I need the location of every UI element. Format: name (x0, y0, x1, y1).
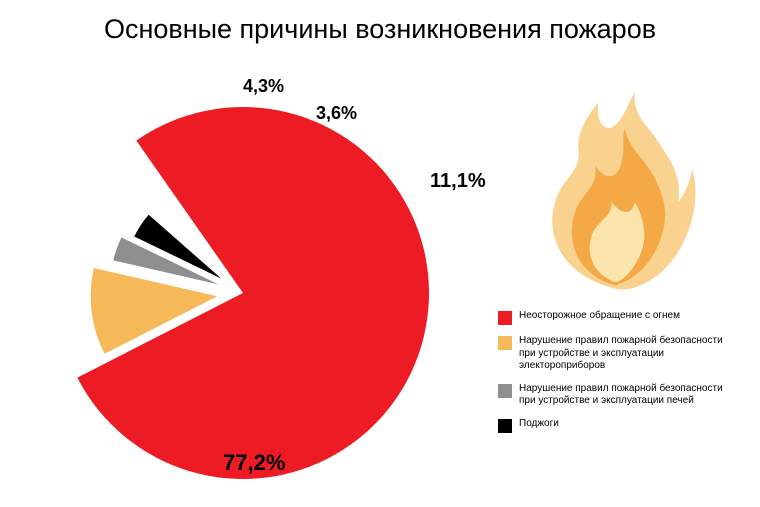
legend-label: Нарушение правил пожарной безопасности п… (519, 383, 724, 408)
legend-item-2: Нарушение правил пожарной безопасности п… (498, 383, 724, 408)
legend: Неосторожное обращение с огнем Нарушение … (498, 310, 724, 443)
legend-swatch (498, 311, 512, 325)
legend-item-3: Поджоги (498, 418, 724, 433)
legend-label: Неосторожное обращение с огнем (519, 310, 680, 323)
legend-swatch (498, 419, 512, 433)
legend-item-1: Нарушение правил пожарной безопасности п… (498, 335, 724, 373)
slice-label-stoves: 3,6% (316, 103, 357, 124)
slice-label-electrical: 11,1% (430, 170, 486, 193)
legend-swatch (498, 384, 512, 398)
legend-label: Поджоги (519, 418, 559, 431)
slice-label-careless: 77,2% (223, 450, 285, 476)
legend-label: Нарушение правил пожарной безопасности п… (519, 335, 724, 373)
flame-icon (530, 92, 700, 292)
slice-label-arson: 4,3% (243, 76, 284, 97)
legend-swatch (498, 336, 512, 350)
legend-item-0: Неосторожное обращение с огнем (498, 310, 724, 325)
